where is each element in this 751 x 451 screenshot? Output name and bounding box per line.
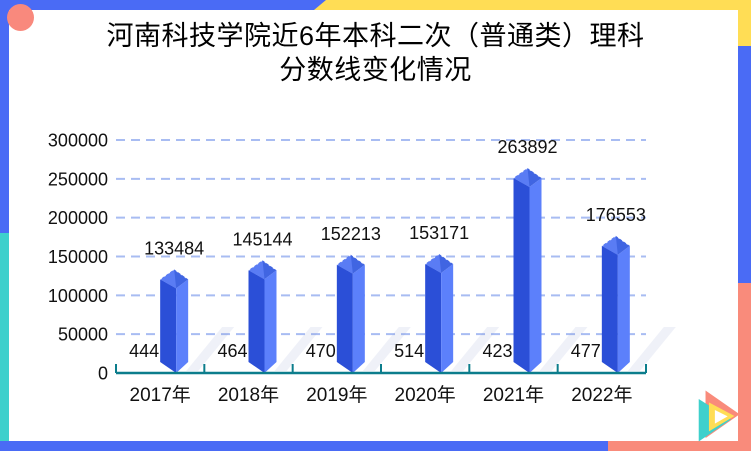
bar-shadow [362,327,411,371]
y-axis-label: 250000 [48,169,108,189]
x-axis-label: 2018年 [218,384,279,406]
border-left-teal [0,233,9,441]
bar-shadow [274,327,323,371]
border-right-blue [738,46,751,283]
y-axis-label: 50000 [58,325,108,345]
y-axis-label: 300000 [48,131,108,151]
border-top-yellow [0,0,751,10]
y-axis-label: 200000 [48,208,108,228]
bar-shadow [186,327,235,371]
y-axis-label: 150000 [48,247,108,267]
bar-left-face [160,279,177,373]
bar-base-label: 514 [394,341,424,361]
bar-base-label: 464 [217,341,247,361]
bar-top-highlight [513,168,530,188]
logo-center-hole [714,410,728,424]
bar-base-label: 477 [571,341,601,361]
chart-title: 河南科技学院近6年本科二次（普通类）理科 分数线变化情况 [20,19,731,87]
x-axis-label: 2019年 [306,384,367,406]
x-axis-label: 2022年 [571,384,632,406]
bar-value-label: 153171 [409,223,469,243]
bar-left-face [601,245,618,373]
bar-left-face [248,270,265,373]
bar-left-face [425,264,442,373]
x-axis-label: 2021年 [483,384,544,406]
bar-shadow [539,327,588,371]
bar-top-highlight [248,260,265,280]
bar-base-label: 423 [482,341,512,361]
border-right-yellow [738,0,751,46]
bar-value-label: 133484 [144,238,204,258]
bar-base-label: 444 [129,341,159,361]
chart-title-line2: 分数线变化情况 [279,55,472,85]
bar-top-dotted-edge [248,259,277,271]
bar-top-dotted-edge [601,235,631,247]
border-top-blue [0,0,326,10]
bar-right-face [176,279,189,373]
play-triangle-logo [698,390,740,442]
y-axis-label: 0 [98,364,108,384]
accent-circle [7,4,34,31]
bar-left-face [513,178,530,373]
bar-right-face [617,245,630,373]
bar-value-label: 152213 [321,224,381,244]
bar-value-label: 176553 [586,205,646,225]
bar-value-label: 145144 [232,229,292,249]
bar-top-dotted-edge [513,167,542,179]
x-axis-label: 2020年 [395,384,456,406]
border-bottom-blue [0,441,632,451]
border-left-blue [0,0,9,233]
x-axis-label: 2017年 [130,384,191,406]
bar-right-face [264,270,277,373]
bar-base-label: 470 [306,341,336,361]
y-axis-label: 100000 [48,286,108,306]
bar-shadow [451,327,500,371]
bar-top-highlight [425,254,442,274]
bar-right-face [441,264,454,373]
bar-right-face [529,178,542,373]
bar-shadow [627,327,676,371]
bar-top-dotted-edge [159,268,189,280]
chart-title-line1: 河南科技学院近6年本科二次（普通类）理科 [106,21,645,51]
border-right-coral [738,283,751,451]
border-bottom-coral [608,441,751,451]
bar-top-dotted-edge [336,254,366,266]
bar-value-label: 263892 [497,137,557,157]
bar-top-dotted-edge [424,253,454,265]
bar-top-highlight [601,235,618,255]
bar-right-face [352,264,365,373]
bar-top-highlight [336,254,353,274]
bar-left-face [336,264,353,373]
bar-top-highlight [160,269,177,289]
